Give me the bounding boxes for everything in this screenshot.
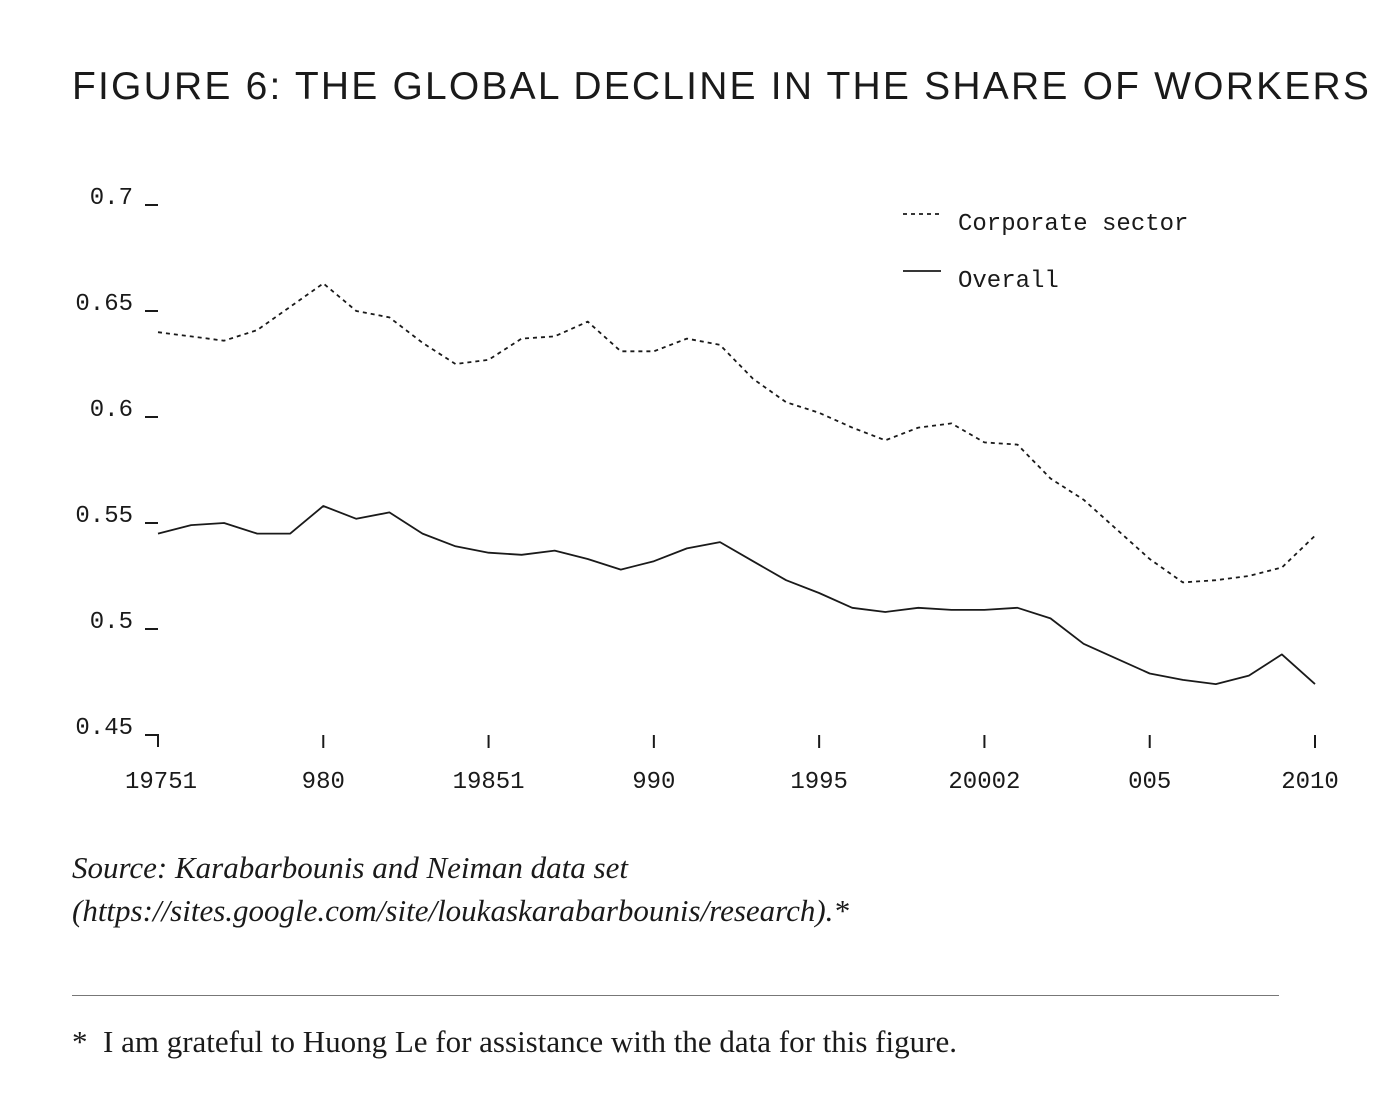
x-tick-label: 19851 [453,769,525,796]
source-line-2: (https://sites.google.com/site/loukaskar… [72,893,849,928]
y-tick-label: 0.65 [75,291,133,318]
footnote-text: I am grateful to Huong Le for assistance… [103,1024,957,1059]
source-citation: Source: Karabarbounis and Neiman data se… [72,846,849,932]
footnote-divider [72,995,1279,996]
x-tick-label: 990 [632,769,675,796]
footnote-marker: * [72,1024,88,1059]
y-tick-label: 0.7 [90,185,133,212]
legend-label-corporate-sector: Corporate sector [958,211,1188,238]
y-axis: 0.7 0.65 0.6 0.55 0.5 0.45 [75,185,159,747]
x-tick-label: 005 [1128,769,1171,796]
x-tick-label: 1995 [790,769,848,796]
series-line-overall [157,505,1316,685]
x-tick-label: 19751 [125,769,197,796]
source-line-1: Source: Karabarbounis and Neiman data se… [72,850,628,885]
x-axis: 19751 980 19851 990 1995 20002 005 2010 [125,735,1339,796]
y-tick-label: 0.45 [75,715,133,742]
y-tick-label: 0.5 [90,609,133,636]
footnote: * I am grateful to Huong Le for assistan… [72,1020,957,1063]
x-tick-label: 20002 [948,769,1020,796]
legend-label-overall: Overall [958,268,1059,295]
y-tick-mark [145,734,159,747]
legend: Corporate sector Overall [903,211,1188,295]
figure-title: FIGURE 6: THE GLOBAL DECLINE IN THE SHAR… [72,65,1372,108]
series-lines [157,282,1316,685]
line-chart: 0.70.650.60.550.50.45 19751 980 19851 990 19… [75,185,1339,796]
series-line-corporate-sector [157,282,1316,584]
x-tick-label: 980 [302,769,345,796]
y-tick-label: 0.55 [75,503,133,530]
x-tick-label: 2010 [1281,769,1339,796]
y-tick-label: 0.6 [90,397,133,424]
